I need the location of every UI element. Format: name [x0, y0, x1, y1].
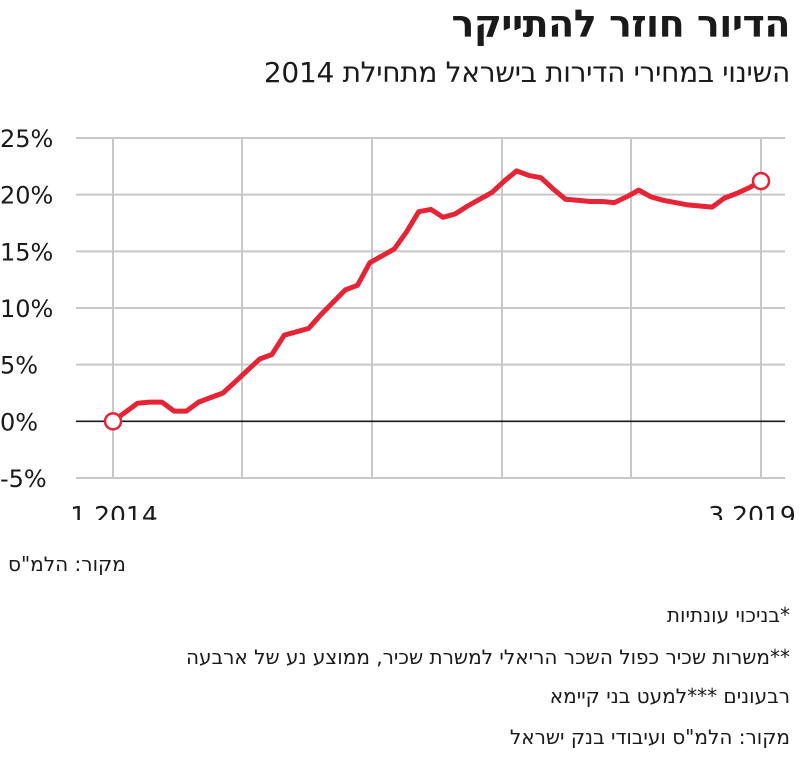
y-tick-label: 25% — [0, 125, 53, 153]
x-tick-label-end: 3.2019 — [708, 501, 795, 520]
footnote-1: *בניכוי עונתיות — [666, 603, 790, 627]
end-point-marker — [751, 171, 771, 191]
y-tick-label: 10% — [0, 295, 53, 323]
y-axis-labels: 25% 20% 15% 10% 5% 0% -5% — [0, 125, 53, 493]
line-chart: 25% 20% 15% 10% 5% 0% -5% 1.2014 3.2019 — [0, 125, 796, 520]
y-tick-label: 0% — [0, 408, 38, 436]
footnote-3: רבעונים ***למעט בני קיימא — [549, 684, 790, 708]
y-tick-label: 15% — [0, 238, 53, 266]
source-note: מקור: הלמ"ס — [8, 552, 126, 576]
series-line — [110, 168, 764, 424]
start-point-marker — [103, 412, 123, 431]
gridlines — [76, 137, 785, 479]
chart-title: הדיור חוזר להתייקר — [451, 2, 790, 46]
chart-subtitle: השינוי במחירי הדירות בישראל מתחילת 2014 — [263, 56, 790, 89]
x-tick-label-start: 1.2014 — [70, 501, 157, 520]
series-group — [103, 168, 771, 431]
y-tick-label: -5% — [0, 465, 47, 493]
footnote-source: מקור: הלמ"ס ועיבודי בנק ישראל — [509, 725, 790, 749]
y-tick-label: 20% — [0, 182, 53, 210]
y-tick-label: 5% — [0, 352, 38, 380]
footnote-2: **משרות שכיר כפול השכר הריאלי למשרת שכיר… — [185, 645, 790, 669]
x-axis-labels: 1.2014 3.2019 — [70, 501, 795, 520]
